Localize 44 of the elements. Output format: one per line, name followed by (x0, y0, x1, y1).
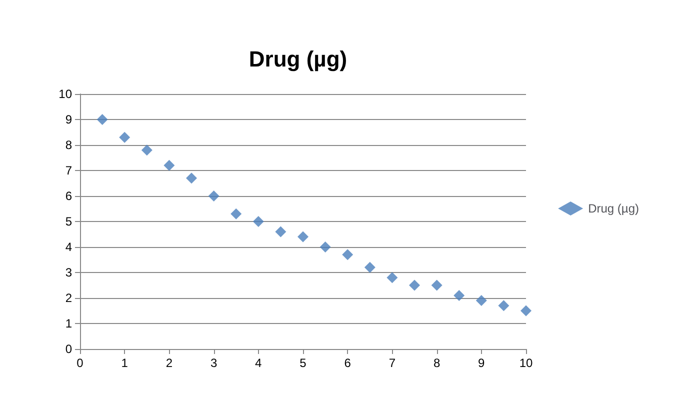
point (498, 300, 510, 312)
y-tick-label: 0 (65, 342, 72, 356)
y-tick-label: 4 (65, 240, 72, 254)
point (342, 249, 354, 260)
y-tick-label: 3 (65, 266, 72, 280)
point (230, 208, 242, 220)
x-tick-label: 0 (76, 356, 84, 370)
y-tick-label: 9 (65, 112, 72, 126)
x-tick-label: 10 (519, 356, 533, 370)
point (208, 190, 220, 202)
y-tick-label: 6 (65, 189, 72, 203)
point (141, 144, 152, 156)
x-tick-label: 3 (210, 356, 218, 370)
x-tick-label: 7 (388, 356, 396, 370)
point (298, 231, 308, 242)
point (164, 160, 175, 171)
point (454, 290, 465, 301)
x-tick-label: 5 (300, 356, 307, 370)
chart-title: Drug (µg) (248, 46, 348, 72)
point (96, 114, 108, 125)
x-tick-label: 8 (433, 356, 440, 370)
legend-label: Drug (µg) (588, 202, 640, 216)
y-tick-label: 8 (65, 138, 72, 152)
x-tick-label: 2 (166, 356, 173, 370)
x-tick-label: 9 (478, 356, 486, 370)
x-tick-label: 1 (121, 356, 128, 370)
y-tick-label: 2 (65, 291, 72, 305)
point (252, 216, 264, 227)
point (275, 226, 286, 238)
point (119, 132, 130, 143)
point (409, 280, 420, 291)
point (431, 280, 442, 291)
point (320, 242, 331, 252)
x-tick-label: 4 (255, 356, 262, 370)
y-tick-label: 7 (65, 164, 72, 178)
point (364, 262, 376, 273)
y-tick-label: 5 (65, 214, 72, 228)
point (476, 295, 487, 306)
x-tick-label: 6 (344, 356, 352, 370)
y-tick-label: 1 (65, 316, 72, 330)
point (386, 272, 398, 284)
point (186, 172, 197, 184)
point (520, 305, 532, 316)
y-tick-label: 10 (58, 87, 72, 101)
